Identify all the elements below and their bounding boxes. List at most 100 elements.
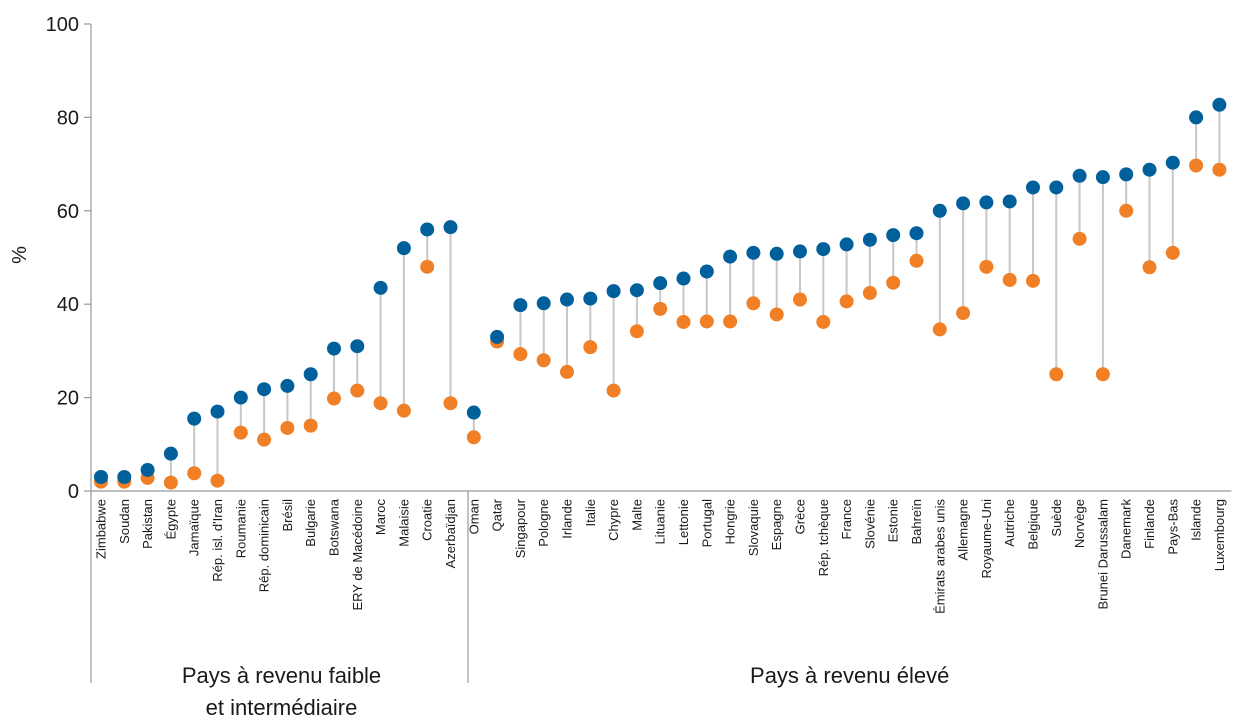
y-axis: 0 20 40 60 80 100 xyxy=(46,14,92,503)
point-series-2 xyxy=(280,420,295,435)
point-series-2 xyxy=(653,301,668,316)
point-series-1 xyxy=(606,284,621,299)
x-tick-label: Émirats arabes unis xyxy=(932,499,947,614)
x-tick-label: Malte xyxy=(629,499,644,531)
point-series-2 xyxy=(583,340,598,355)
x-tick-label: Suède xyxy=(1049,499,1064,537)
x-tick-label: Rép. isl. d'Iran xyxy=(210,499,225,582)
point-series-2 xyxy=(979,259,994,274)
point-series-2 xyxy=(257,432,272,447)
x-tick-label: Islande xyxy=(1189,499,1204,541)
y-tick-label: 0 xyxy=(68,481,79,503)
x-tick-label: Slovaquie xyxy=(746,499,761,556)
x-tick-label: Brunei Darussalam xyxy=(1095,499,1110,610)
point-series-2 xyxy=(187,466,202,481)
x-tick-label: Allemagne xyxy=(956,499,971,560)
point-series-1 xyxy=(816,242,831,257)
point-series-1 xyxy=(490,329,505,344)
point-series-1 xyxy=(629,283,644,298)
point-series-2 xyxy=(1189,158,1204,173)
point-series-1 xyxy=(769,246,784,261)
point-series-2 xyxy=(862,285,877,300)
x-tick-label: Jamaïque xyxy=(187,499,202,556)
point-series-1 xyxy=(862,232,877,247)
point-series-1 xyxy=(839,237,854,252)
point-series-1 xyxy=(676,271,691,286)
point-series-1 xyxy=(1026,180,1040,195)
x-tick-label: Lituanie xyxy=(653,499,668,545)
point-series-1 xyxy=(560,292,574,307)
point-series-2 xyxy=(1095,367,1110,382)
x-tick-label: Botswana xyxy=(327,498,342,556)
point-series-1 xyxy=(420,222,435,237)
point-series-2 xyxy=(676,314,691,329)
point-series-1 xyxy=(94,469,108,484)
point-series-2 xyxy=(1049,367,1064,382)
point-series-2 xyxy=(420,259,435,274)
y-tick-label: 20 xyxy=(57,388,79,410)
point-series-1 xyxy=(1165,155,1180,170)
x-tick-label: Bahreïn xyxy=(909,499,924,545)
point-series-1 xyxy=(233,390,248,405)
point-series-2 xyxy=(466,430,481,445)
point-series-2 xyxy=(1072,231,1087,246)
x-tick-label: Estonie xyxy=(886,499,901,542)
x-tick-label: ERY de Macédoine xyxy=(350,499,365,611)
point-series-2 xyxy=(816,314,831,329)
x-tick-label: Portugal xyxy=(699,499,714,548)
point-series-1 xyxy=(1072,168,1087,183)
data-points xyxy=(94,97,1227,490)
point-series-2 xyxy=(1142,260,1157,275)
point-series-2 xyxy=(536,353,551,368)
x-tick-label: Azerbaïdjan xyxy=(443,499,458,568)
point-series-1 xyxy=(653,276,668,291)
point-series-1 xyxy=(303,367,318,382)
point-series-1 xyxy=(583,291,598,306)
point-series-2 xyxy=(606,383,621,398)
point-series-2 xyxy=(303,418,318,433)
point-series-1 xyxy=(1142,162,1157,177)
y-tick-label: 100 xyxy=(46,14,79,36)
point-series-2 xyxy=(327,391,341,406)
x-tick-label: Rép. tchèque xyxy=(816,499,831,576)
x-tick-label: France xyxy=(839,499,854,539)
y-tick-label: 40 xyxy=(57,294,79,316)
point-series-1 xyxy=(723,249,738,264)
x-tick-label: Norvège xyxy=(1072,499,1087,548)
x-tick-label: Chypre xyxy=(606,499,621,541)
point-series-2 xyxy=(723,314,738,329)
y-axis-label: % xyxy=(9,246,31,264)
connector-lines xyxy=(100,104,1221,483)
point-series-2 xyxy=(443,396,458,411)
x-tick-label: Espagne xyxy=(769,499,784,550)
x-tick-label: Qatar xyxy=(490,498,505,531)
point-series-2 xyxy=(839,294,854,309)
point-series-2 xyxy=(560,364,574,379)
x-tick-label: Autriche xyxy=(1002,499,1017,547)
y-tick-label: 60 xyxy=(57,201,79,223)
x-tick-label: Malaisie xyxy=(396,499,411,547)
point-series-2 xyxy=(350,383,365,398)
point-series-1 xyxy=(886,228,901,243)
group-label-high-income: Pays à revenu élevé xyxy=(750,663,949,688)
point-series-1 xyxy=(746,245,761,260)
point-series-1 xyxy=(793,244,807,259)
point-series-2 xyxy=(396,403,411,418)
point-series-1 xyxy=(163,446,178,461)
x-tick-label: Bulgarie xyxy=(303,499,318,547)
x-tick-label: Égypte xyxy=(163,499,178,539)
x-axis: Zimbabwe Soudan Pakistan Égypte Jamaïque Rép.… xyxy=(91,490,1232,614)
x-tick-label: Lettonie xyxy=(676,499,691,545)
point-series-1 xyxy=(187,411,202,426)
point-series-1 xyxy=(210,404,225,419)
point-series-1 xyxy=(1212,97,1227,112)
point-series-1 xyxy=(1049,180,1064,195)
point-series-2 xyxy=(373,396,388,411)
point-series-1 xyxy=(956,196,971,211)
x-tick-label: Luxembourg xyxy=(1212,499,1227,571)
x-tick-label: Belgique xyxy=(1026,499,1041,550)
point-series-2 xyxy=(163,475,178,490)
group-labels: Pays à revenu faible et intermédiaire Pays… xyxy=(90,491,949,720)
point-series-1 xyxy=(1189,110,1204,125)
x-tick-label: Irlande xyxy=(560,499,575,539)
